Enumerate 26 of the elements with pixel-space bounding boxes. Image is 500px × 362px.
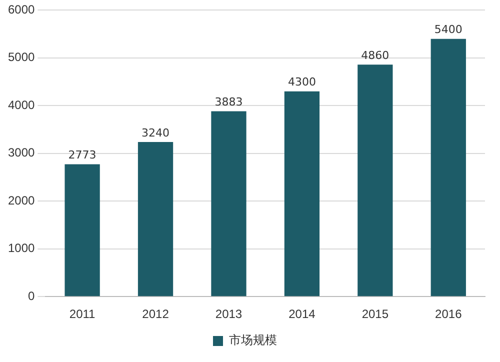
x-tick-label: 2015 xyxy=(362,307,389,322)
bar xyxy=(284,91,320,296)
x-tick-label: 2013 xyxy=(215,307,242,322)
bar xyxy=(64,164,100,296)
y-tick-label: 4000 xyxy=(8,98,36,112)
data-label: 4300 xyxy=(288,76,316,89)
y-tick-label: 2000 xyxy=(8,193,36,208)
y-tick-label: 6000 xyxy=(8,2,36,17)
bar xyxy=(430,38,466,296)
y-tick-label: 1000 xyxy=(8,241,36,256)
data-label: 2773 xyxy=(68,148,96,162)
y-tick-label: 3000 xyxy=(8,146,36,160)
bar xyxy=(138,142,174,296)
x-tick-label: 2016 xyxy=(435,307,462,322)
bar xyxy=(211,111,246,296)
bar xyxy=(358,64,393,296)
y-tick-label: 5000 xyxy=(8,50,36,64)
x-tick-label: 2011 xyxy=(69,307,96,322)
data-label: 4860 xyxy=(361,48,390,62)
data-label: 3883 xyxy=(214,96,243,109)
x-tick-label: 2012 xyxy=(142,307,170,322)
legend-label: 市场规模 xyxy=(229,333,277,348)
y-tick-label: 0 xyxy=(28,288,36,303)
data-label: 5400 xyxy=(434,23,462,36)
data-label: 3240 xyxy=(142,126,170,140)
x-tick-label: 2014 xyxy=(288,307,316,322)
